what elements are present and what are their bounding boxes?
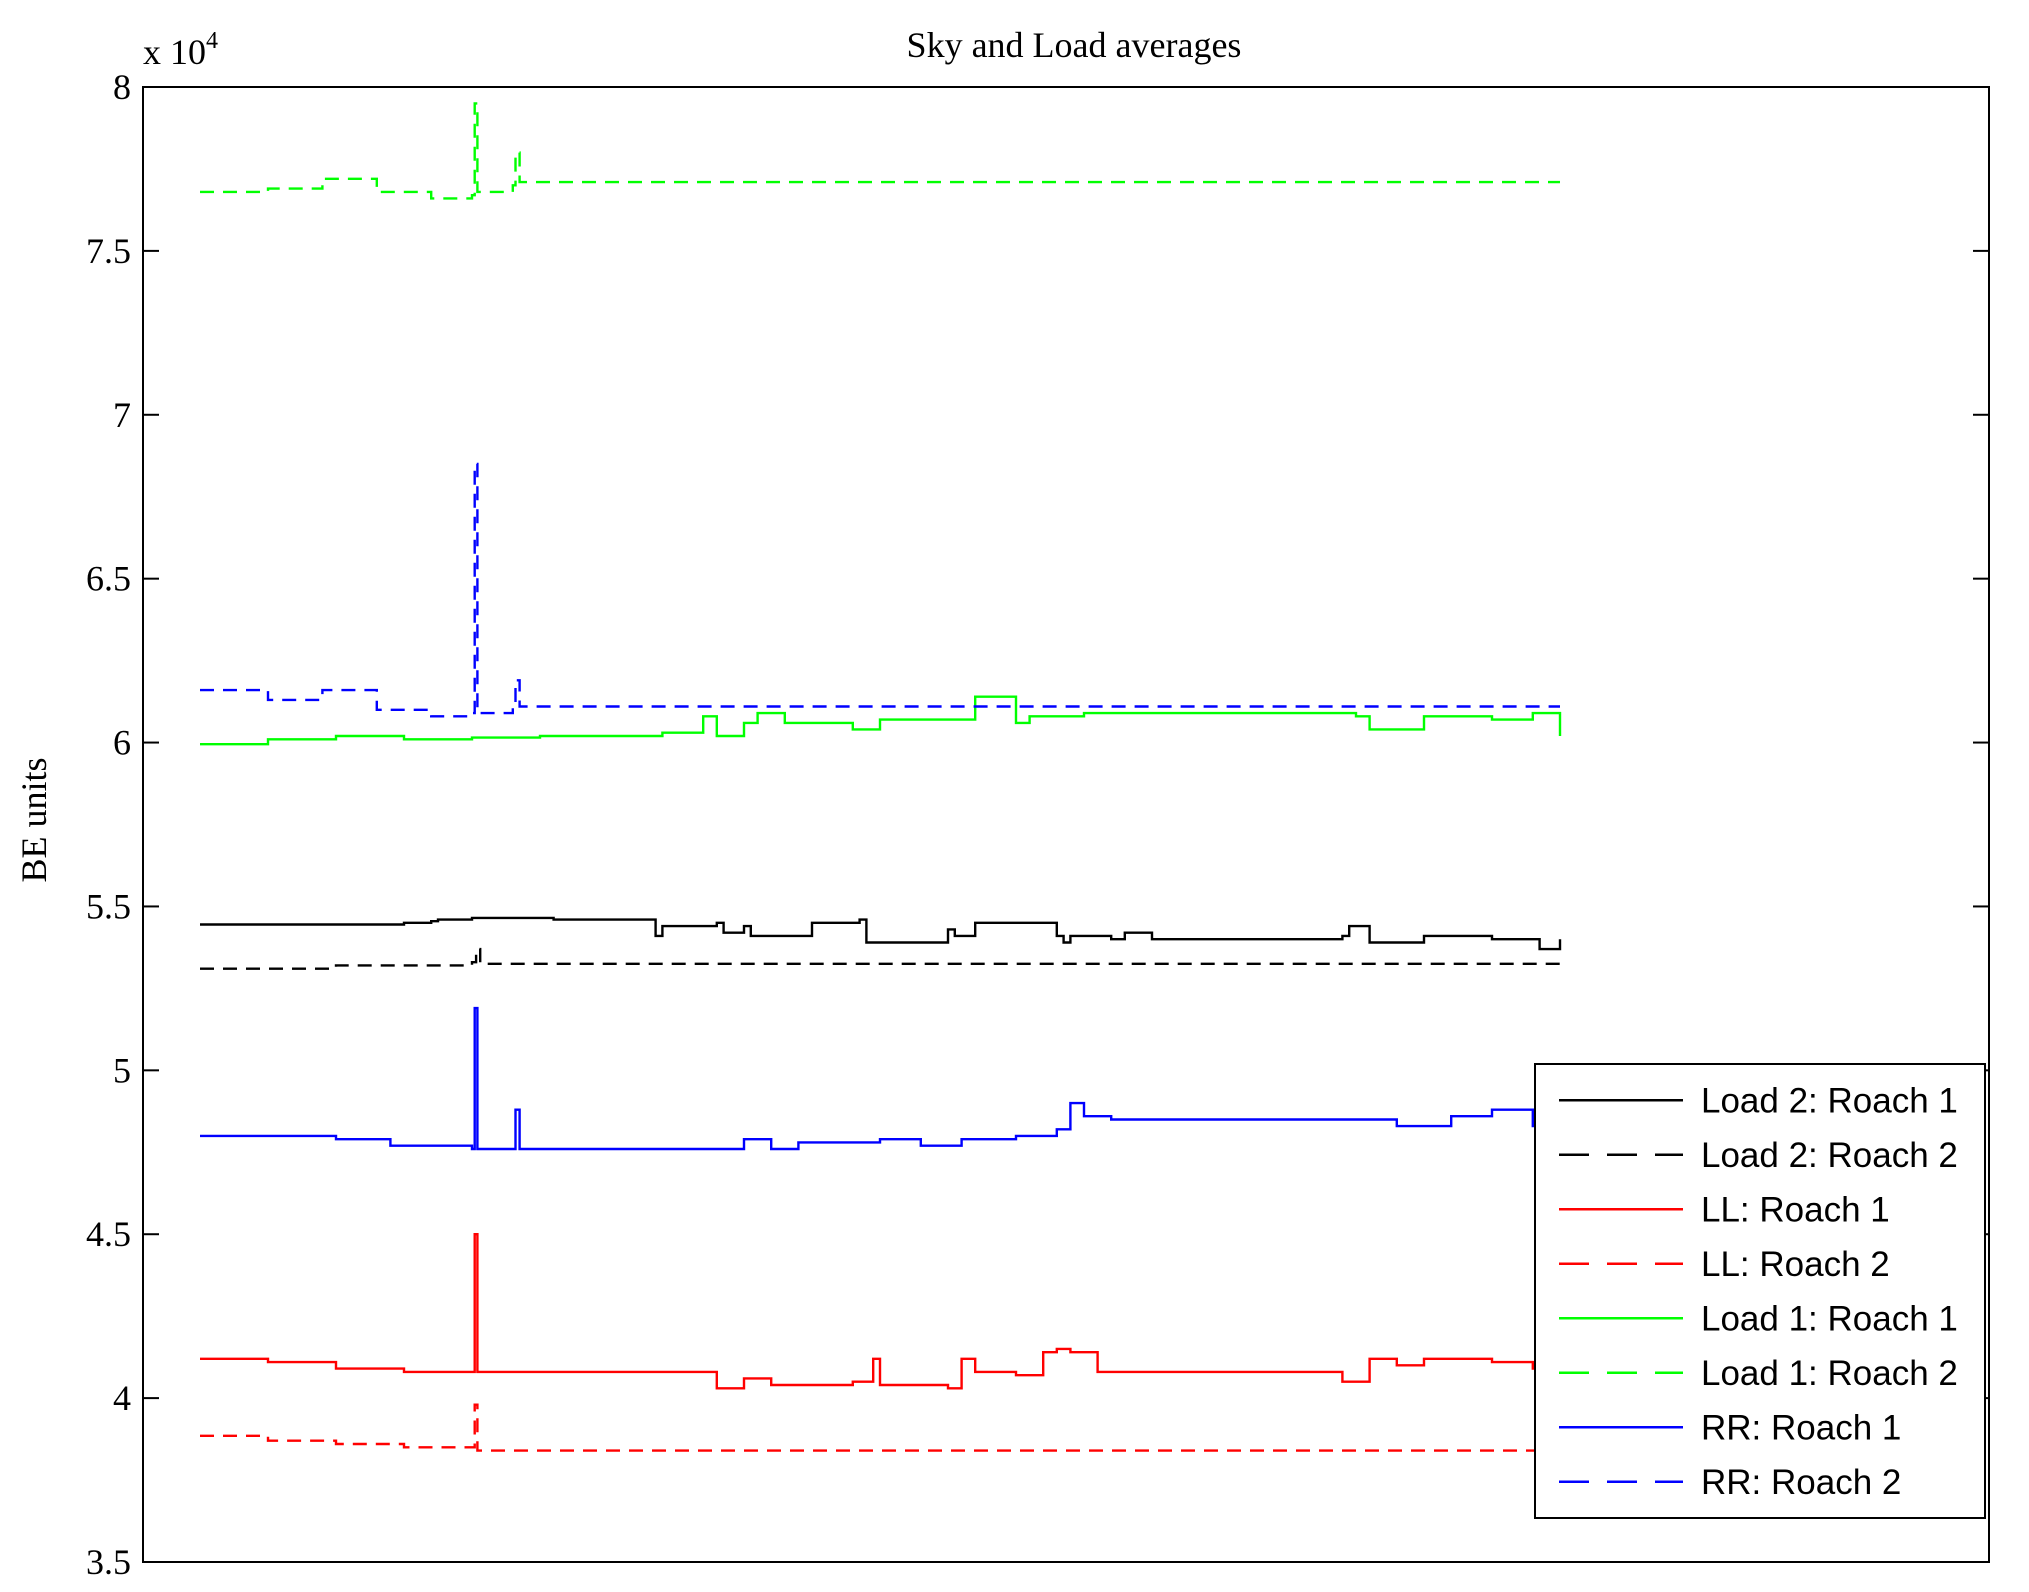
y-axis-label: BE units: [14, 757, 54, 882]
legend-label: Load 2: Roach 1: [1701, 1081, 1958, 1120]
legend-label: Load 2: Roach 2: [1701, 1136, 1958, 1175]
y-multiplier-exponent: 4: [206, 28, 218, 54]
y-tick-label: 6.5: [86, 559, 131, 599]
y-axis-ticks: 3.5 4 4.5 5 5.5 6 6.5 7 7.5 8: [86, 67, 1989, 1582]
y-multiplier: x 104: [143, 28, 218, 72]
y-tick-label: 6: [113, 723, 131, 763]
plot-frame: [142, 86, 1990, 1563]
legend-box: [1534, 1063, 1986, 1519]
series-line-8: [200, 462, 1560, 718]
svg-text:x 104: x 104: [143, 28, 218, 72]
chart-title: Sky and Load averages: [907, 25, 1242, 65]
series-line-1: [200, 916, 1562, 951]
legend-label: Load 1: Roach 1: [1701, 1299, 1958, 1338]
y-tick-label: 8: [113, 67, 131, 107]
legend: Load 2: Roach 1 Load 2: Roach 2 LL: Roach …: [1534, 1063, 1986, 1519]
legend-label: RR: Roach 1: [1701, 1408, 1901, 1447]
legend-label: RR: Roach 2: [1701, 1463, 1901, 1502]
series-group: [200, 102, 1562, 1452]
legend-label: LL: Roach 1: [1701, 1190, 1890, 1229]
y-tick-label: 5: [113, 1050, 131, 1090]
legend-label: LL: Roach 2: [1701, 1245, 1890, 1284]
y-multiplier-base: x 10: [143, 32, 206, 72]
y-tick-label: 5.5: [86, 886, 131, 926]
series-line-6: [200, 102, 1560, 200]
series-line-2: [200, 947, 1560, 970]
legend-label: Load 1: Roach 2: [1701, 1354, 1958, 1393]
series-line-3: [200, 1233, 1562, 1390]
series-line-7: [200, 1006, 1562, 1151]
y-tick-label: 4: [113, 1378, 131, 1418]
y-tick-label: 7.5: [86, 231, 131, 271]
series-line-4: [200, 1403, 1560, 1452]
series-line-5: [200, 695, 1562, 746]
y-tick-label: 3.5: [86, 1542, 131, 1582]
y-tick-label: 7: [113, 395, 131, 435]
y-tick-label: 4.5: [86, 1214, 131, 1254]
